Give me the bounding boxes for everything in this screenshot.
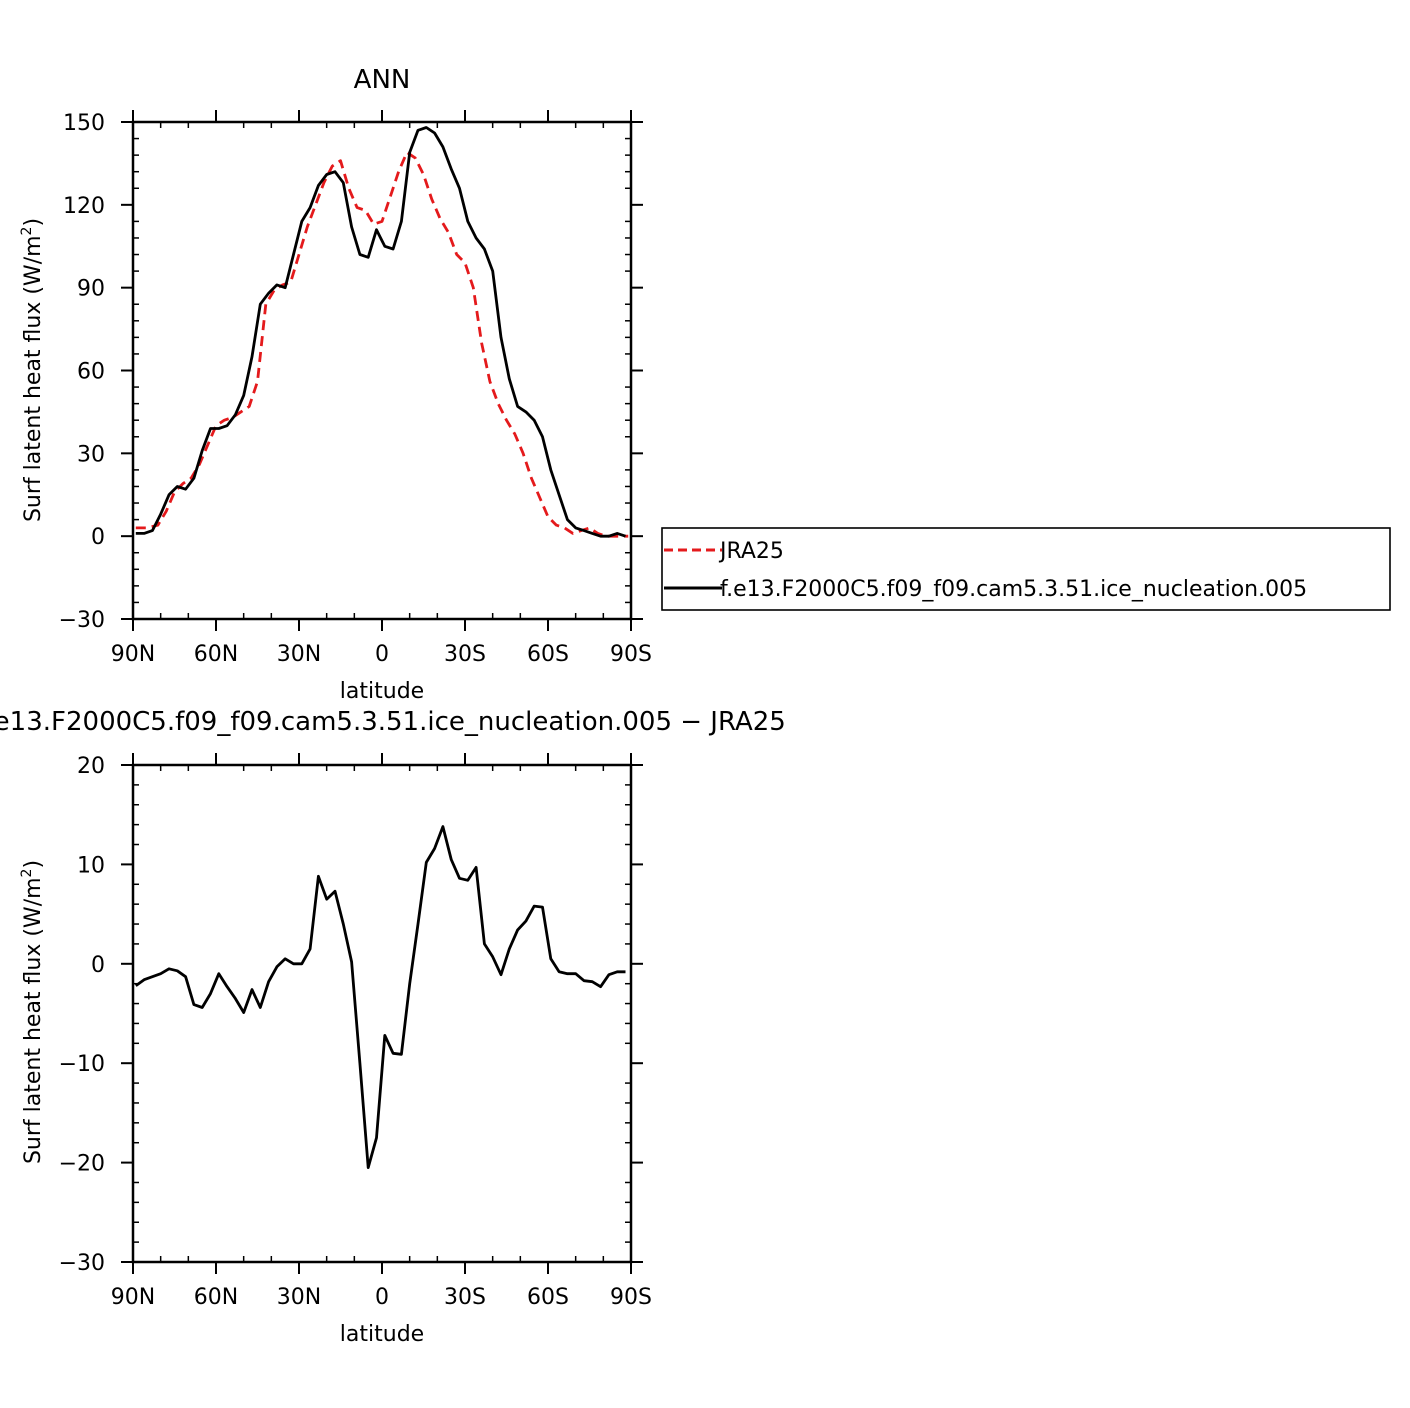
bottom-axes: 90N 60N 30N 0 30S 60S 90S −30 −20 −10 0 10 20	[59, 753, 652, 1310]
bottom-x-tick-label: 90N	[111, 1285, 155, 1310]
bottom-x-axis-label: latitude	[340, 1322, 424, 1347]
bottom-y-tick-label: 10	[77, 853, 105, 878]
top-x-tick-label: 90S	[610, 642, 652, 667]
legend: JRA25 f.e13.F2000C5.f09_f09.cam5.3.51.ic…	[661, 527, 1391, 611]
bottom-x-tick-label: 0	[375, 1285, 389, 1310]
bottom-series-group	[134, 825, 626, 1169]
top-axes: 90N 60N 30N 0 30S 60S 90S −30 0 30 60 90 120 150	[59, 110, 652, 667]
legend-label-jra25: JRA25	[718, 539, 784, 564]
top-y-tick-label: 150	[63, 111, 105, 136]
top-y-axis-label: Surf latent heat flux (W/m2)	[19, 218, 46, 522]
top-series-line-1	[135, 126, 626, 538]
top-x-axis-label: latitude	[340, 679, 424, 704]
top-chart-title: ANN	[354, 65, 411, 95]
top-x-tick-label: 0	[375, 642, 389, 667]
legend-box	[661, 527, 1391, 611]
top-series-group	[135, 126, 629, 538]
top-y-tick-label: 60	[77, 360, 105, 385]
top-x-tick-label: 30N	[277, 642, 321, 667]
top-y-tick-label: 90	[77, 277, 105, 302]
bottom-x-tick-label: 90S	[610, 1285, 652, 1310]
bottom-x-tick-label: 30N	[277, 1285, 321, 1310]
top-y-tick-label: 30	[77, 442, 105, 467]
top-y-tick-label: 120	[63, 194, 105, 219]
top-y-tick-label: 0	[91, 525, 105, 550]
bottom-x-tick-label: 30S	[444, 1285, 486, 1310]
bottom-y-tick-label: 20	[77, 754, 105, 779]
top-x-tick-label: 30S	[444, 642, 486, 667]
top-x-tick-label: 60N	[194, 642, 238, 667]
bottom-y-tick-label: 0	[91, 953, 105, 978]
bottom-plot-frame	[131, 763, 633, 1264]
bottom-series-line-0	[134, 825, 626, 1169]
bottom-y-tick-label: −30	[59, 1251, 105, 1276]
bottom-y-tick-label: −10	[59, 1052, 105, 1077]
top-x-tick-label: 60S	[527, 642, 569, 667]
legend-label-model: f.e13.F2000C5.f09_f09.cam5.3.51.ice_nucl…	[720, 577, 1307, 602]
top-y-tick-label: −30	[59, 608, 105, 633]
bottom-y-axis-label: Surf latent heat flux (W/m2)	[19, 860, 46, 1164]
top-plot-frame	[131, 120, 633, 621]
bottom-x-tick-label: 60S	[527, 1285, 569, 1310]
bottom-chart-title: f.e13.F2000C5.f09_f09.cam5.3.51.ice_nucl…	[0, 707, 786, 737]
top-panel: ANN Surf latent heat flux (W/m2) latitud…	[19, 65, 652, 704]
bottom-y-tick-label: −20	[59, 1152, 105, 1177]
top-series-line-0	[135, 150, 629, 538]
bottom-x-tick-label: 60N	[194, 1285, 238, 1310]
bottom-panel: f.e13.F2000C5.f09_f09.cam5.3.51.ice_nucl…	[0, 707, 786, 1347]
top-x-tick-label: 90N	[111, 642, 155, 667]
